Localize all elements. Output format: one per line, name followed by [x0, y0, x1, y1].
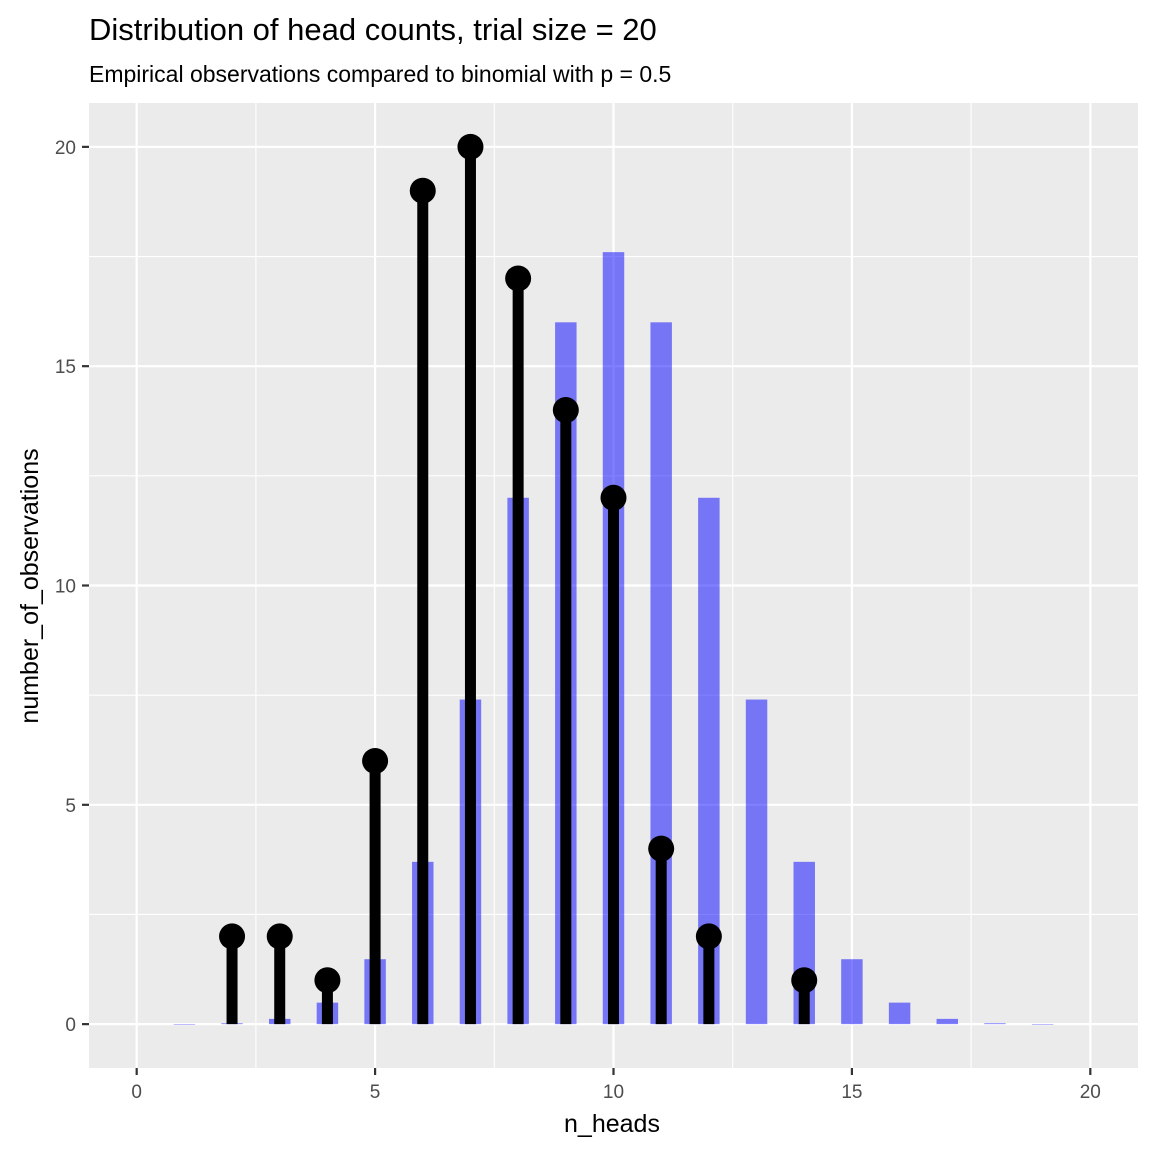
binomial-bar: [984, 1023, 1006, 1025]
lollipop-point: [362, 747, 389, 774]
lollipop-point: [219, 923, 246, 950]
lollipop-point: [409, 177, 436, 204]
y-tick-label: 10: [55, 577, 76, 598]
binomial-bar: [888, 1002, 911, 1025]
binomial-bar: [745, 699, 768, 1025]
lollipop-point: [600, 484, 627, 511]
binomial-bar: [841, 959, 863, 1025]
observation-lollipops: [219, 133, 818, 1025]
lollipop-point: [695, 923, 722, 950]
x-tick-label: 10: [603, 1082, 624, 1103]
x-tick-label: 15: [841, 1082, 862, 1103]
chart-title: Distribution of head counts, trial size …: [89, 12, 657, 47]
lollipop-point: [314, 967, 341, 994]
x-tick-label: 5: [370, 1082, 381, 1103]
y-tick-label: 0: [65, 1015, 76, 1036]
chart-subtitle: Empirical observations compared to binom…: [89, 61, 671, 87]
y-tick-label: 15: [55, 357, 76, 378]
binomial-bar: [173, 1024, 196, 1025]
x-tick-label: 20: [1080, 1082, 1101, 1103]
x-axis-title: n_heads: [564, 1110, 660, 1138]
lollipop-point: [552, 397, 579, 424]
y-axis-title: number_of_observations: [16, 448, 44, 723]
x-axis: 0 5 10 15 20: [131, 1068, 1101, 1103]
binomial-bar: [698, 497, 720, 1025]
binomial-bar: [1031, 1024, 1054, 1025]
lollipop-point: [266, 923, 293, 950]
y-tick-label: 5: [65, 796, 76, 817]
x-tick-label: 0: [131, 1082, 142, 1103]
lollipop-point: [648, 835, 675, 862]
lollipop-point: [457, 133, 484, 160]
y-axis: 0 5 10 15 20: [55, 138, 89, 1036]
lollipop-point: [791, 967, 818, 994]
binomial-bar: [936, 1018, 959, 1025]
lollipop-point: [505, 265, 532, 292]
y-tick-label: 20: [55, 138, 76, 159]
